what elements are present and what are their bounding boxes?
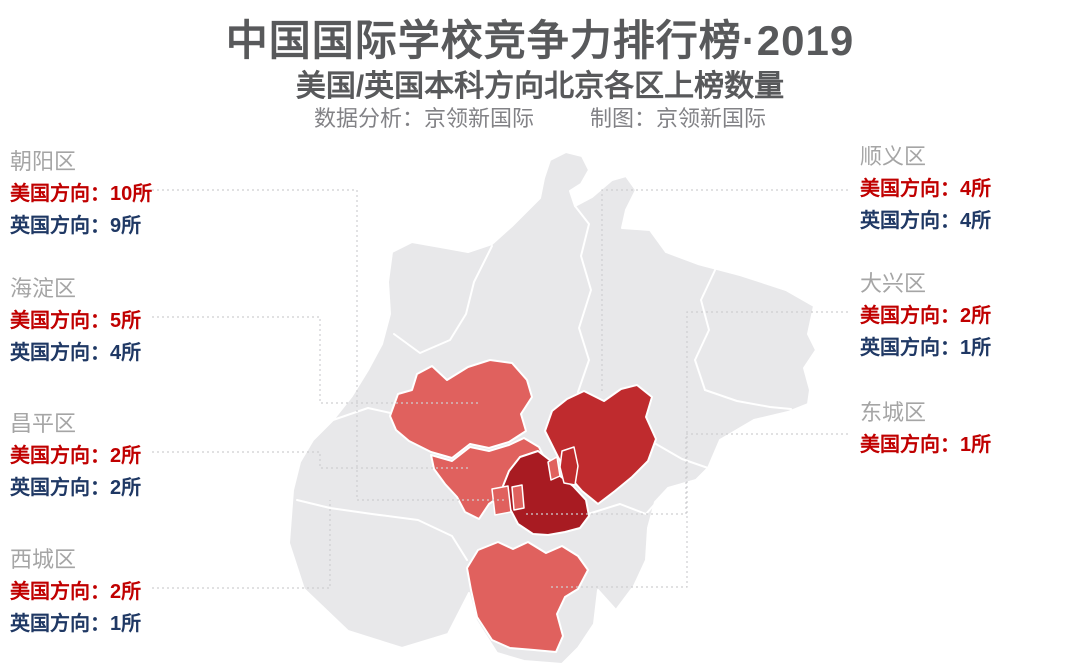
leader-haidian — [152, 316, 480, 404]
border-tongzhou-north — [587, 503, 655, 515]
leader-xicheng — [152, 500, 331, 589]
us-count-line: 美国方向：5所 — [10, 310, 142, 332]
uk-count-line: 英国方向：4所 — [860, 210, 992, 232]
leader-daxing — [550, 311, 848, 588]
us-count-line: 美国方向：2所 — [860, 305, 992, 327]
us-count-line: 美国方向：10所 — [10, 183, 153, 205]
district-daxing — [466, 541, 589, 653]
district-xicheng-piece — [511, 484, 525, 511]
us-count-line: 美国方向：4所 — [860, 178, 992, 200]
district-label-chaoyang: 朝阳区 美国方向：10所 英国方向：9所 — [10, 146, 152, 242]
uk-count-line: 英国方向：9所 — [10, 215, 142, 237]
us-count-line: 美国方向：2所 — [10, 445, 142, 467]
district-label-xicheng: 西城区 美国方向：2所 英国方向：1所 — [10, 544, 141, 640]
district-label-shunyi: 顺义区 美国方向：4所 英国方向：4所 — [860, 141, 991, 237]
district-dongcheng — [559, 446, 579, 486]
district-shijingshan-piece — [491, 485, 512, 516]
us-count-line: 美国方向：2所 — [10, 581, 142, 603]
leader-dongcheng — [525, 433, 848, 515]
credit-cartography: 制图：京领新国际 — [590, 106, 767, 131]
district-label-changping: 昌平区 美国方向：2所 英国方向：2所 — [10, 408, 141, 504]
district-haidian — [389, 359, 533, 459]
uk-count-line: 英国方向：1所 — [10, 613, 142, 635]
district-name: 顺义区 — [860, 144, 927, 169]
district-name: 海淀区 — [10, 276, 77, 301]
uk-count-line: 英国方向：4所 — [10, 342, 142, 364]
border-east-wedge — [655, 443, 709, 469]
leader-shunyi — [601, 189, 848, 392]
border-pinggu-south — [704, 389, 792, 410]
district-name: 昌平区 — [10, 411, 77, 436]
leader-chaoyang — [152, 189, 505, 501]
border-miyun-pinggu — [694, 267, 717, 391]
district-name: 大兴区 — [860, 271, 927, 296]
us-count-line: 美国方向：1所 — [860, 434, 992, 456]
district-xicheng — [547, 456, 561, 481]
district-name: 朝阳区 — [10, 149, 77, 174]
district-label-haidian: 海淀区 美国方向：5所 英国方向：4所 — [10, 273, 141, 369]
page-title: 中国国际学校竞争力排行榜·2019 — [225, 17, 855, 64]
border-yanqing-huairou — [393, 245, 493, 354]
leader-changping — [152, 451, 470, 469]
border-mentougou-fangshan — [296, 499, 468, 561]
credit-line: 数据分析：京领新国际 制图：京领新国际 — [0, 106, 1080, 132]
page-subtitle: 美国/英国本科方向北京各区上榜数量 — [295, 70, 785, 103]
district-name: 东城区 — [860, 400, 927, 425]
district-label-dongcheng: 东城区 美国方向：1所 — [860, 397, 991, 461]
district-name: 西城区 — [10, 547, 77, 572]
border-huairou-miyun — [574, 205, 592, 393]
credit-data-analysis: 数据分析：京领新国际 — [313, 106, 534, 131]
district-label-daxing: 大兴区 美国方向：2所 英国方向：1所 — [860, 268, 991, 364]
uk-count-line: 英国方向：2所 — [10, 477, 142, 499]
uk-count-line: 英国方向：1所 — [860, 337, 992, 359]
map-outer-districts — [288, 151, 817, 664]
